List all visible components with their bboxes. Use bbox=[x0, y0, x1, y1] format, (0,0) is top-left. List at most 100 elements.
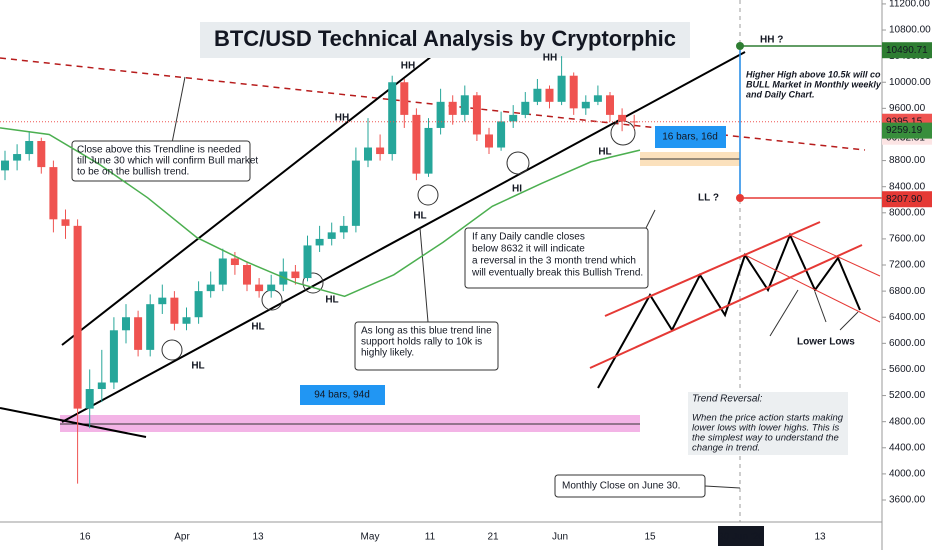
candle-body bbox=[25, 140, 34, 155]
swing-circle bbox=[302, 272, 324, 294]
annotation-text: HH ? bbox=[760, 35, 783, 46]
hh-dot bbox=[736, 42, 744, 50]
support-line bbox=[61, 51, 746, 423]
candle-body bbox=[61, 219, 70, 226]
annotation-text: change in trend. bbox=[692, 443, 760, 454]
annotation-text: to be on the bullish trend. bbox=[77, 167, 189, 178]
swing-label: HH bbox=[335, 113, 349, 124]
swing-label: HL bbox=[325, 295, 338, 306]
down-line bbox=[0, 407, 147, 438]
price-label-box bbox=[882, 42, 932, 59]
red-down-1 bbox=[744, 254, 881, 323]
candle-body bbox=[134, 317, 143, 350]
candle-body bbox=[497, 121, 506, 148]
y-tick-label: 4400.00 bbox=[889, 442, 926, 453]
candle-body bbox=[400, 82, 409, 115]
candle-body bbox=[182, 317, 191, 324]
title-box bbox=[200, 22, 690, 58]
chart-title: BTC/USD Technical Analysis by Cryptorphi… bbox=[214, 26, 676, 51]
x-tick-label: 13 bbox=[252, 532, 264, 543]
price-label: 9259.19 bbox=[886, 125, 923, 136]
pointer bbox=[839, 311, 859, 331]
note-box bbox=[354, 321, 499, 371]
annotation-text: Higher High above 10.5k will co bbox=[746, 69, 881, 79]
y-tick-label: 8800.00 bbox=[889, 155, 926, 166]
candle-body bbox=[206, 284, 215, 292]
y-tick-label: 3600.00 bbox=[889, 495, 926, 506]
pointer bbox=[814, 291, 827, 323]
candle-body bbox=[533, 88, 542, 102]
y-tick-label: 9600.00 bbox=[889, 103, 926, 114]
red-channel-high bbox=[604, 221, 821, 317]
candle-body bbox=[388, 82, 397, 155]
annotation-text: lower lows with lower highs. This is bbox=[692, 423, 840, 434]
annotation-text: As long as this blue trend line bbox=[361, 326, 492, 337]
price-label: 9395.15 bbox=[886, 116, 923, 127]
y-tick-label: 7200.00 bbox=[889, 260, 926, 271]
x-tick-label: Apr bbox=[174, 532, 190, 543]
candle-body bbox=[255, 284, 264, 292]
x-tick-label: 21 bbox=[487, 532, 499, 543]
y-tick-label: 8000.00 bbox=[889, 207, 926, 218]
candle-body bbox=[13, 154, 22, 161]
y-tick-label: 11200.00 bbox=[889, 0, 930, 10]
candle-body bbox=[243, 265, 251, 285]
resistance-line bbox=[0, 57, 866, 151]
price-label: 8207.90 bbox=[886, 194, 923, 205]
candle-body bbox=[606, 95, 614, 115]
note-box bbox=[554, 474, 706, 498]
candle-body bbox=[327, 232, 336, 239]
swing-label: HI bbox=[512, 184, 522, 195]
y-tick-label: 8400.00 bbox=[889, 181, 926, 192]
pointer bbox=[769, 289, 799, 337]
candle-body bbox=[412, 114, 421, 174]
y-tick-label: 6800.00 bbox=[889, 286, 926, 297]
candle-body bbox=[194, 291, 203, 318]
annotation-text: the simplest way to understand the bbox=[692, 433, 839, 444]
swing-label: HL bbox=[413, 211, 426, 222]
swing-circle bbox=[161, 339, 183, 361]
annotation-text: LL ? bbox=[698, 193, 719, 204]
annotation-text: till June 30 which will confirm Bull mar… bbox=[77, 156, 258, 167]
channel-top bbox=[61, 55, 433, 346]
ll-dot bbox=[736, 194, 744, 202]
bars-box bbox=[300, 385, 385, 405]
candle-body bbox=[49, 167, 58, 220]
candle-body bbox=[291, 271, 300, 279]
note-box bbox=[688, 392, 848, 455]
candle-body bbox=[376, 147, 385, 155]
swing-label: HH bbox=[401, 61, 415, 72]
annotation-text: When the price action starts making bbox=[692, 413, 844, 424]
candle-body bbox=[485, 134, 493, 148]
candle-body bbox=[1, 160, 9, 171]
y-tick-label: 6000.00 bbox=[889, 338, 926, 349]
candle-body bbox=[448, 101, 457, 115]
annotation-text: support holds rally to 10k is bbox=[361, 337, 482, 348]
candle-body bbox=[158, 297, 167, 305]
price-label-box bbox=[882, 191, 932, 208]
red-down-2 bbox=[789, 234, 881, 277]
candle-body bbox=[593, 95, 602, 102]
annotation-text: a reversal in the 3 month trend which bbox=[472, 256, 636, 267]
candle-body bbox=[85, 389, 94, 409]
candle-body bbox=[230, 258, 239, 266]
candle-body bbox=[218, 258, 227, 285]
note-box bbox=[71, 140, 251, 182]
y-tick-label: 7600.00 bbox=[889, 234, 926, 245]
candle-body bbox=[109, 330, 118, 383]
candle-body bbox=[122, 317, 130, 331]
annotation-text: highly likely. bbox=[361, 348, 414, 359]
bars-label: 16 bars, 16d bbox=[662, 132, 718, 143]
bars-label: 94 bars, 94d bbox=[314, 390, 370, 401]
x-tick-label: 11 bbox=[425, 532, 436, 543]
candle-body bbox=[424, 127, 433, 174]
candle-body bbox=[521, 101, 530, 115]
candle-body bbox=[569, 75, 578, 109]
candle-body bbox=[509, 114, 518, 122]
candle-body bbox=[557, 75, 566, 102]
annotation-text: If any Daily candle closes bbox=[472, 232, 585, 243]
x-tick-label: 13 bbox=[814, 532, 826, 543]
callout-line bbox=[644, 209, 656, 231]
